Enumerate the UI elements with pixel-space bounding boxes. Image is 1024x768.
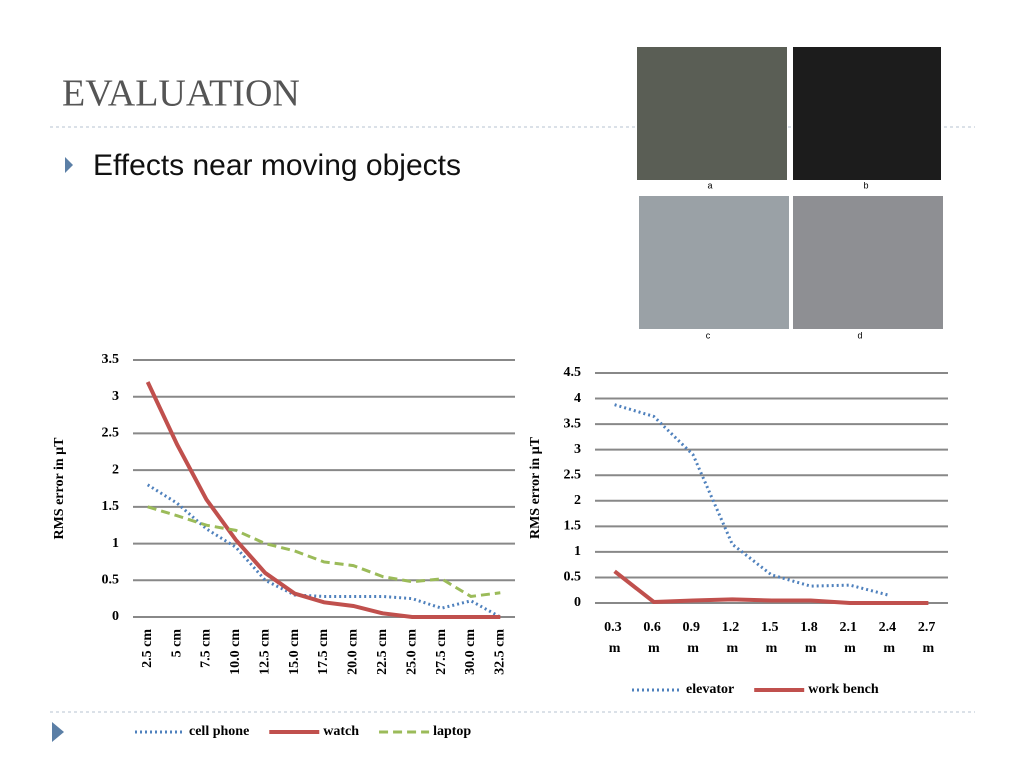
y-tick-label: 3.5 [102, 352, 120, 367]
legend-label: watch [323, 724, 359, 739]
bullet-text: Effects near moving objects [93, 149, 461, 182]
x-tick-label: 20.0 cm [346, 629, 361, 675]
x-tick-label: 5 cm [169, 629, 184, 658]
x-tick-label: 17.5 cm [316, 629, 331, 675]
legend-label: laptop [433, 724, 471, 739]
photo-caption: d [857, 330, 862, 340]
x-tick-label: 10.0 cm [228, 629, 243, 675]
x-tick-label: 1.5 m [761, 620, 782, 656]
y-tick-label: 1.5 [102, 499, 120, 514]
x-tick-label: 27.5 cm [434, 629, 449, 675]
x-tick-label: 15.0 cm [287, 629, 302, 675]
x-tick-label: 30.0 cm [463, 629, 478, 675]
y-tick-label: 2 [112, 462, 119, 477]
x-tick-label: 0.9 m [683, 620, 704, 656]
photo [793, 196, 943, 329]
legend-label: elevator [686, 682, 734, 697]
legend-label: work bench [808, 682, 879, 697]
x-tick-label: 7.5 cm [199, 629, 214, 668]
series-line [145, 381, 501, 619]
photo [793, 47, 941, 180]
series-line [614, 403, 890, 597]
photo-caption: c [706, 330, 711, 340]
series-line [613, 569, 929, 605]
y-tick-label: 0 [574, 595, 581, 610]
y-tick-label: 1 [112, 536, 119, 551]
y-tick-label: 0 [112, 609, 119, 624]
x-tick-label: 0.3 m [604, 620, 625, 656]
y-tick-label: 1.5 [564, 519, 582, 534]
photo [639, 196, 789, 329]
y-tick-label: 3 [112, 389, 119, 404]
x-tick-label: 2.4 m [879, 620, 900, 656]
legend-label: cell phone [189, 724, 249, 739]
x-tick-label: 12.5 cm [257, 629, 272, 675]
y-tick-label: 3 [574, 442, 581, 457]
y-tick-label: 0.5 [102, 573, 120, 588]
series-line [146, 483, 502, 619]
slide-title: EVALUATION [62, 73, 300, 115]
photo [637, 47, 787, 180]
photo-caption: a [707, 180, 712, 190]
x-tick-label: 25.0 cm [404, 629, 419, 675]
x-tick-label: 32.5 cm [493, 629, 508, 675]
x-tick-label: 22.5 cm [375, 629, 390, 675]
series-line [147, 505, 501, 598]
x-tick-label: 0.6 m [643, 620, 664, 656]
x-tick-label: 2.1 m [839, 620, 860, 656]
y-axis-label: RMS error in µT [52, 437, 67, 540]
x-tick-label: 2.7 m [918, 620, 939, 656]
x-tick-label: 1.2 m [722, 620, 743, 656]
y-tick-label: 1 [574, 544, 581, 559]
bullet-icon [65, 157, 73, 173]
y-tick-label: 3.5 [564, 416, 582, 431]
photo-caption: b [863, 180, 868, 190]
y-tick-label: 4 [574, 391, 581, 406]
y-tick-label: 2.5 [564, 467, 582, 482]
y-tick-label: 2 [574, 493, 581, 508]
x-tick-label: 1.8 m [800, 620, 821, 656]
y-tick-label: 4.5 [564, 365, 582, 380]
x-tick-label: 2.5 cm [140, 629, 155, 668]
footer-icon [52, 722, 64, 742]
y-tick-label: 0.5 [564, 570, 582, 585]
y-axis-label: RMS error in µT [528, 436, 543, 539]
y-tick-label: 2.5 [102, 426, 120, 441]
